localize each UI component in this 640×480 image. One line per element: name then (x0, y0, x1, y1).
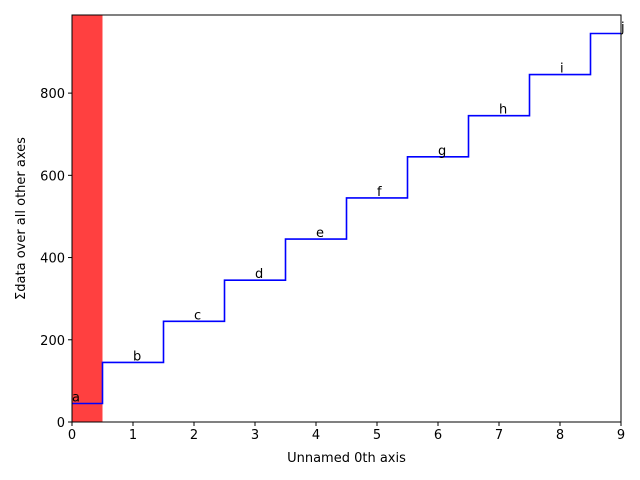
x-tick-label: 2 (190, 428, 198, 443)
x-tick-label: 3 (251, 428, 259, 443)
x-tick-label: 0 (68, 428, 76, 443)
plot-frame (71, 14, 622, 423)
step-label: a (72, 391, 80, 406)
step-label: h (499, 103, 507, 118)
y-tick-label: 800 (40, 87, 65, 102)
step-series-line (72, 32, 621, 405)
x-tick-label: 5 (373, 428, 381, 443)
y-tick-label: 200 (40, 334, 65, 349)
x-axis-label: Unnamed 0th axis (287, 451, 406, 466)
x-tick-label: 9 (617, 428, 625, 443)
step-label: e (316, 226, 324, 241)
step-label: g (438, 144, 446, 159)
step-label: f (377, 185, 382, 200)
step-label: d (255, 267, 263, 282)
x-tick-label: 4 (312, 428, 320, 443)
y-axis-label: Σdata over all other axes (14, 137, 29, 300)
step-label: j (620, 21, 625, 36)
x-tick-label: 7 (495, 428, 503, 443)
step-label: i (560, 62, 564, 77)
y-tick-label: 400 (40, 252, 65, 267)
x-tick-label: 1 (129, 428, 137, 443)
step-label: b (133, 349, 141, 364)
y-tick-label: 600 (40, 169, 65, 184)
highlight-span (72, 15, 103, 422)
x-tick-label: 6 (434, 428, 442, 443)
step-label: c (194, 308, 201, 323)
x-tick-label: 8 (556, 428, 564, 443)
y-tick-label: 0 (57, 416, 65, 431)
